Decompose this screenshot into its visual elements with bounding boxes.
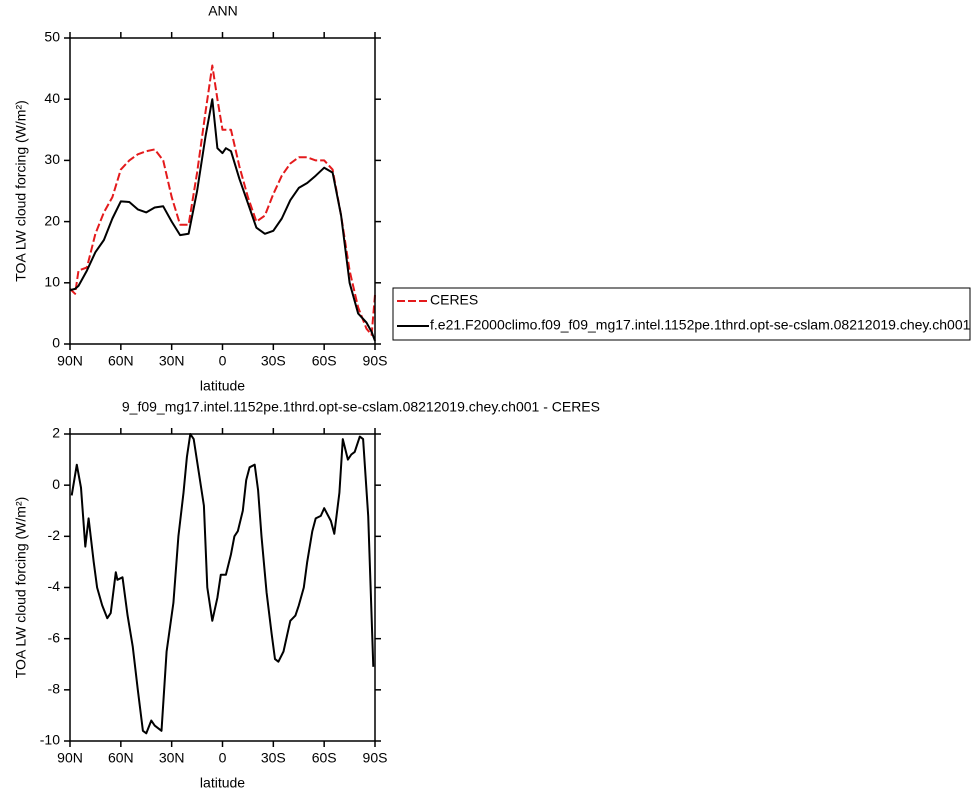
y-tick-label: -4 bbox=[48, 578, 61, 594]
plot-frame bbox=[69, 37, 376, 345]
chart-title: ANN bbox=[208, 3, 238, 19]
y-tick-label: 20 bbox=[44, 212, 60, 228]
x-tick-label: 60N bbox=[108, 750, 134, 766]
x-tick-label: 90S bbox=[363, 750, 388, 766]
y-tick-label: -6 bbox=[48, 629, 61, 645]
x-tick-label: 90N bbox=[57, 750, 83, 766]
x-tick-label: 90S bbox=[363, 353, 388, 369]
y-tick-label: 40 bbox=[44, 90, 60, 106]
legend-label: f.e21.F2000climo.f09_f09_mg17.intel.1152… bbox=[430, 317, 971, 333]
y-tick-label: 10 bbox=[44, 274, 60, 290]
y-axis-title: TOA LW cloud forcing (W/m²) bbox=[13, 497, 29, 679]
x-tick-label: 30N bbox=[159, 750, 185, 766]
x-axis-title: latitude bbox=[200, 775, 245, 791]
data-line bbox=[69, 98, 376, 342]
x-tick-label: 0 bbox=[219, 353, 227, 369]
x-tick-label: 30S bbox=[261, 353, 286, 369]
y-axis-title: TOA LW cloud forcing (W/m²) bbox=[13, 100, 29, 282]
y-tick-label: 0 bbox=[52, 476, 60, 492]
x-tick-label: 0 bbox=[219, 750, 227, 766]
y-tick-label: -8 bbox=[48, 681, 61, 697]
x-tick-label: 60S bbox=[312, 353, 337, 369]
y-tick-label: -10 bbox=[40, 732, 60, 748]
x-tick-label: 90N bbox=[57, 353, 83, 369]
y-tick-label: 30 bbox=[44, 151, 60, 167]
legend-box bbox=[392, 287, 971, 341]
y-tick-label: -2 bbox=[48, 527, 61, 543]
x-tick-label: 30S bbox=[261, 750, 286, 766]
x-axis-title: latitude bbox=[200, 378, 245, 394]
y-tick-label: 50 bbox=[44, 29, 60, 45]
x-tick-label: 60S bbox=[312, 750, 337, 766]
data-line bbox=[70, 433, 375, 735]
y-tick-label: 0 bbox=[52, 335, 60, 351]
x-tick-label: 60N bbox=[108, 353, 134, 369]
data-line bbox=[69, 64, 376, 336]
x-tick-label: 30N bbox=[159, 353, 185, 369]
plot-frame bbox=[69, 433, 376, 742]
y-tick-label: 2 bbox=[52, 425, 60, 441]
chart-title: 9_f09_mg17.intel.1152pe.1thrd.opt-se-csl… bbox=[122, 399, 600, 415]
legend-label: CERES bbox=[430, 292, 478, 308]
